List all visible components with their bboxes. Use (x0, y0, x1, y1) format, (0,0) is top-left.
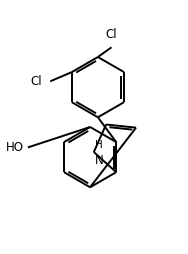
Text: H: H (95, 140, 102, 150)
Text: Cl: Cl (30, 75, 42, 88)
Text: N: N (95, 154, 104, 167)
Text: HO: HO (6, 141, 24, 154)
Text: Cl: Cl (106, 28, 117, 41)
